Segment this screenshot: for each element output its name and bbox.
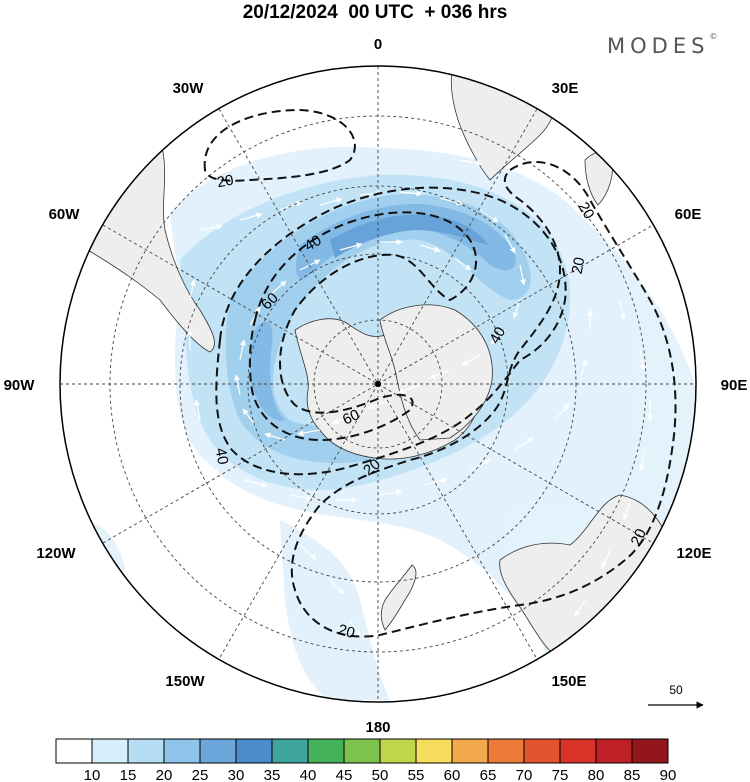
colorbar-tick-label: 80: [588, 767, 605, 782]
colorbar-box: [379, 738, 417, 764]
shade-30-core: [330, 214, 488, 258]
copyright-mark: ©: [709, 32, 718, 41]
reference-vector-label: 50: [669, 683, 683, 697]
colorbar-tick-label: 25: [192, 767, 209, 782]
colorbar-box: [199, 738, 237, 764]
colorbar-tick-label: 40: [300, 767, 317, 782]
colorbar-box: [127, 738, 165, 764]
map-title: 20/12/2024 00 UTC + 036 hrs: [242, 2, 508, 23]
colorbar-box: [523, 738, 561, 764]
colorbar-box: [487, 738, 525, 764]
colorbar-box: [163, 738, 201, 764]
isotach-contours: [203, 108, 677, 638]
contour-20-north: [203, 108, 356, 182]
colorbar-box: [631, 738, 669, 764]
colorbar-tick-label: 45: [336, 767, 353, 782]
contour-label: 20: [336, 621, 357, 642]
colorbar-tick-label: 85: [624, 767, 641, 782]
colorbar: 10 15 20 25 30 35 40 45 50 55 60 65 70 75 80 85 90: [55, 738, 677, 782]
lon-label-30w: 30W: [173, 80, 205, 97]
colorbar-tick-label: 20: [156, 767, 173, 782]
colorbar-box: [271, 738, 309, 764]
lon-label-90e: 90E: [721, 377, 748, 394]
colorbar-tick-label: 30: [228, 767, 245, 782]
contour-label: 20: [569, 256, 589, 275]
colorbar-tick-label: 75: [552, 767, 569, 782]
colorbar-ticks: 10 15 20 25 30 35 40 45 50 55 60 65 70 75 80 85 90: [84, 767, 677, 782]
antarctica-east: [379, 304, 493, 441]
modes-logo: MODES©: [607, 32, 718, 58]
contour-20-east: [290, 160, 677, 638]
lon-label-180: 180: [365, 719, 390, 735]
lon-label-60w: 60W: [49, 206, 81, 223]
map-boundary: [59, 65, 697, 703]
contour-label: 40: [302, 232, 325, 255]
colorbar-box: [451, 738, 489, 764]
lon-label-120e: 120E: [676, 545, 711, 562]
colorbar-box: [415, 738, 453, 764]
longitude-labels: 0 30E 60E 90E 120E 150E 180 150W 120W 90…: [4, 36, 748, 735]
colorbar-box: [235, 738, 273, 764]
brand-name: MODES: [607, 34, 710, 58]
colorbar-box: [55, 738, 93, 764]
colorbar-box: [91, 738, 129, 764]
colorbar-box: [595, 738, 633, 764]
colorbar-box: [343, 738, 381, 764]
contour-label: 40: [486, 324, 509, 347]
contour-label: 20: [628, 526, 650, 548]
colorbar-tick-label: 35: [264, 767, 281, 782]
colorbar-tick-label: 65: [480, 767, 497, 782]
contour-label: 20: [216, 172, 235, 192]
lon-label-120w: 120W: [36, 545, 76, 562]
colorbar-tick-label: 55: [408, 767, 425, 782]
colorbar-tick-label: 60: [444, 767, 461, 782]
shade-10-south: [280, 520, 390, 700]
south-pole-marker: [375, 381, 381, 387]
new-zealand: [380, 564, 417, 631]
lon-label-0: 0: [374, 36, 382, 53]
lon-label-150w: 150W: [165, 673, 205, 690]
colorbar-tick-label: 50: [372, 767, 389, 782]
colorbar-boxes: [55, 738, 669, 764]
lon-label-30e: 30E: [552, 80, 579, 97]
colorbar-tick-label: 15: [120, 767, 137, 782]
reference-vector: 50: [648, 683, 704, 709]
colorbar-tick-label: 90: [660, 767, 677, 782]
contour-label: 60: [340, 406, 362, 428]
contour-label: 20: [574, 199, 597, 222]
colorbar-box: [307, 738, 345, 764]
polar-map: 20 20 20 20 20 20 40 40 40 60 60 0 30E 6…: [4, 36, 748, 735]
shade-25-west: [249, 321, 285, 421]
colorbar-tick-label: 10: [84, 767, 101, 782]
lon-label-60e: 60E: [675, 206, 702, 223]
lon-label-90w: 90W: [4, 377, 36, 394]
contour-label: 40: [212, 447, 232, 466]
colorbar-box: [559, 738, 597, 764]
wind-vectors: [187, 159, 653, 637]
colorbar-tick-label: 70: [516, 767, 533, 782]
lon-label-150e: 150E: [551, 673, 586, 690]
